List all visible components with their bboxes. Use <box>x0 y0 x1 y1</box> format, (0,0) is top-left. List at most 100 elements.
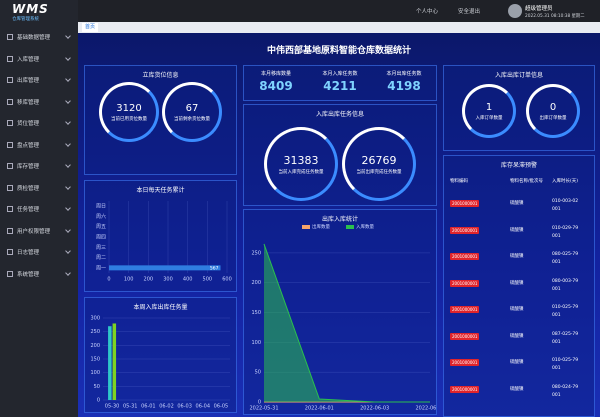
menu-label: 系统管理 <box>17 271 40 278</box>
y-tick-label: 150 <box>251 310 261 316</box>
y-tick-label: 200 <box>90 343 100 349</box>
menu-icon <box>7 163 13 169</box>
x-tick-label: 400 <box>183 277 193 283</box>
stat-value: 8409 <box>259 79 293 93</box>
legend-label: 入库数量 <box>356 225 374 230</box>
table-header: 物料编码 <box>450 179 468 184</box>
menu-icon <box>7 184 13 191</box>
ring-label: 当前已用货位数量 <box>111 116 147 122</box>
chevron <box>65 140 71 147</box>
storage-days: 080-024-79 001 <box>552 384 579 398</box>
menu-item[interactable]: 质检管理 <box>0 179 78 197</box>
x-tick-label: 300 <box>163 277 173 283</box>
menu-item[interactable]: 任务管理 <box>0 200 78 218</box>
material-code: 2001000001 <box>450 332 480 340</box>
menu-item[interactable]: 用户权限管理 <box>0 222 78 240</box>
header-link[interactable]: 个人中心 <box>416 9 439 15</box>
storage-days: 010-003-02 001 <box>552 199 579 212</box>
stat-value: 4198 <box>387 79 421 93</box>
material-code: 2001000001 <box>450 279 480 287</box>
panel-title: 库存呆滞预警 <box>500 162 537 169</box>
menu-item[interactable]: 基础数据管理 <box>0 28 78 46</box>
menu-label: 库存管理 <box>17 164 40 170</box>
ring-label: 出库订单数量 <box>539 115 567 121</box>
material-name: 硫酸镍 <box>510 280 524 286</box>
storage-days: 080-025-79 001 <box>552 252 579 265</box>
user-name: 超级管理员 <box>525 6 553 12</box>
ring-value: 0 <box>549 101 557 113</box>
storage-days: 010-025-79 001 <box>552 358 579 371</box>
menu-item[interactable]: 库存管理 <box>0 157 78 175</box>
menu-item[interactable]: 货位管理 <box>0 114 78 132</box>
stat-label: 本月出库任务数 <box>386 71 422 77</box>
ring-label: 入库订单数量 <box>475 115 503 121</box>
panel-title: 入库出库任务信息 <box>315 111 364 118</box>
menu-item[interactable]: 出库管理 <box>0 71 78 89</box>
menu-icon <box>7 120 13 126</box>
material-name: 硫酸镍 <box>510 227 524 233</box>
x-tick-label: 2022-06-05 <box>415 406 436 412</box>
chart-panel: 本日每天任务累计 0 100 200 300 400 500 600 周日 周六 周五 周四 周三 周二周… <box>84 180 237 292</box>
y-tick-label: 300 <box>90 316 100 322</box>
bar <box>109 265 221 271</box>
x-tick-label: 05-31 <box>123 404 138 410</box>
legend-swatch <box>302 225 310 229</box>
line <box>263 243 430 403</box>
y-tick-label: 周四 <box>96 235 106 241</box>
menu-item[interactable]: 日志管理 <box>0 243 78 261</box>
menu-label: 质检管理 <box>17 185 40 192</box>
menu-icon <box>7 34 13 40</box>
x-tick-label: 200 <box>144 277 154 283</box>
sidebar: WMS 仓库管理系统 基础数据管理 入库管理 出库管理 移库管理 货位管理 盘点管理 库存管… <box>0 0 78 417</box>
y-tick-label: 250 <box>251 250 261 256</box>
menu-item[interactable]: 入库管理 <box>0 50 78 68</box>
location-panel: 立库货位信息 3120 当前已用货位数量 67 当前剩余货位数量 <box>84 65 237 175</box>
table-header: 物料名称/批次号 <box>510 179 544 184</box>
y-tick-label: 周五 <box>96 224 106 230</box>
menu-icon <box>7 270 13 277</box>
stat-value: 4211 <box>323 79 357 93</box>
material-name: 硫酸镍 <box>510 307 524 312</box>
menu-label: 出库管理 <box>17 78 40 84</box>
ring-value: 1 <box>485 101 493 113</box>
tab[interactable]: 首页 <box>82 23 99 32</box>
menu-icon <box>7 55 13 62</box>
storage-days: 080-003-79 001 <box>552 278 579 292</box>
x-tick-label: 06-03 <box>177 404 192 410</box>
material-name: 硫酸镍 <box>510 386 524 392</box>
datetime: 2022.05.31 08:10:38 星期二 <box>525 14 585 19</box>
menu-label: 基础数据管理 <box>17 35 51 41</box>
material-name: 硫酸镍 <box>510 201 524 206</box>
chevron <box>65 97 71 104</box>
legend-swatch <box>346 225 354 229</box>
menu-item[interactable]: 系统管理 <box>0 265 78 283</box>
bar <box>112 323 117 400</box>
y-tick-label: 150 <box>90 357 100 363</box>
panel-title: 立库货位信息 <box>142 72 179 79</box>
logo: WMS <box>12 2 49 16</box>
top-bar: 个人中心 安全退出 超级管理员 2022.05.31 08:10:38 星期二 <box>78 0 600 22</box>
avatar <box>508 4 522 18</box>
menu-label: 任务管理 <box>17 207 40 213</box>
menu-item[interactable]: 盘点管理 <box>0 136 78 154</box>
chart: 0 50 100 150 200 250 2022-05-31 2022-06-01 2022-… <box>249 243 436 412</box>
task-panel: 入库出库任务信息 31383 当前入库完成任务数量 26769 当前出库完成任务数量 <box>243 104 437 206</box>
y-tick-label: 50 <box>94 384 100 390</box>
chevron <box>65 205 71 211</box>
bar <box>108 326 112 400</box>
y-tick-label: 周三 <box>96 245 106 251</box>
storage-days: 010-025-79 001 <box>552 305 579 318</box>
header-link[interactable]: 安全退出 <box>458 9 481 15</box>
chevron <box>65 54 71 61</box>
menu-label: 入库管理 <box>17 56 40 63</box>
chevron <box>65 162 71 168</box>
x-tick-label: 06-02 <box>159 404 174 410</box>
ring-label: 当前入库完成任务数量 <box>278 169 324 175</box>
material-code: 2001000001 <box>450 306 480 313</box>
x-tick-label: 0 <box>107 277 110 283</box>
storage-days: 087-025-79 001 <box>552 331 579 345</box>
menu-label: 日志管理 <box>17 250 40 256</box>
menu-item[interactable]: 移库管理 <box>0 93 78 111</box>
